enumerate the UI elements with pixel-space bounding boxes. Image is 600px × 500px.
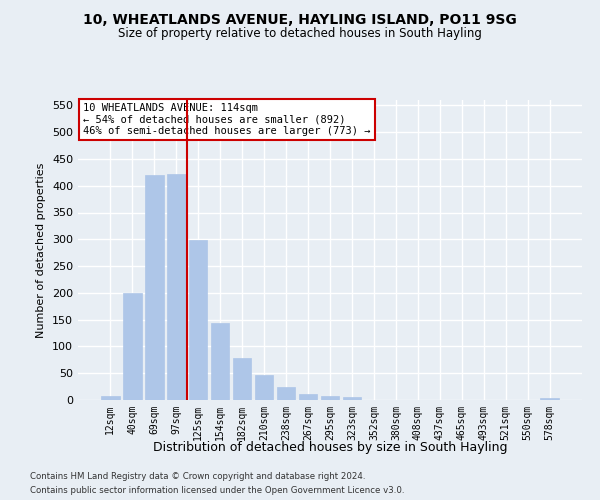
Text: Size of property relative to detached houses in South Hayling: Size of property relative to detached ho… bbox=[118, 28, 482, 40]
Text: Distribution of detached houses by size in South Hayling: Distribution of detached houses by size … bbox=[153, 441, 507, 454]
Bar bbox=[299, 394, 317, 400]
Bar bbox=[233, 358, 251, 400]
Bar bbox=[255, 375, 274, 400]
Bar bbox=[189, 240, 208, 400]
Y-axis label: Number of detached properties: Number of detached properties bbox=[37, 162, 46, 338]
Bar bbox=[101, 396, 119, 400]
Text: Contains public sector information licensed under the Open Government Licence v3: Contains public sector information licen… bbox=[30, 486, 404, 495]
Text: 10 WHEATLANDS AVENUE: 114sqm
← 54% of detached houses are smaller (892)
46% of s: 10 WHEATLANDS AVENUE: 114sqm ← 54% of de… bbox=[83, 103, 371, 136]
Bar bbox=[541, 398, 559, 400]
Text: 10, WHEATLANDS AVENUE, HAYLING ISLAND, PO11 9SG: 10, WHEATLANDS AVENUE, HAYLING ISLAND, P… bbox=[83, 12, 517, 26]
Bar bbox=[211, 324, 229, 400]
Bar bbox=[277, 386, 295, 400]
Bar bbox=[123, 293, 142, 400]
Bar bbox=[145, 175, 164, 400]
Bar bbox=[343, 398, 361, 400]
Bar bbox=[167, 174, 185, 400]
Bar bbox=[320, 396, 340, 400]
Text: Contains HM Land Registry data © Crown copyright and database right 2024.: Contains HM Land Registry data © Crown c… bbox=[30, 472, 365, 481]
